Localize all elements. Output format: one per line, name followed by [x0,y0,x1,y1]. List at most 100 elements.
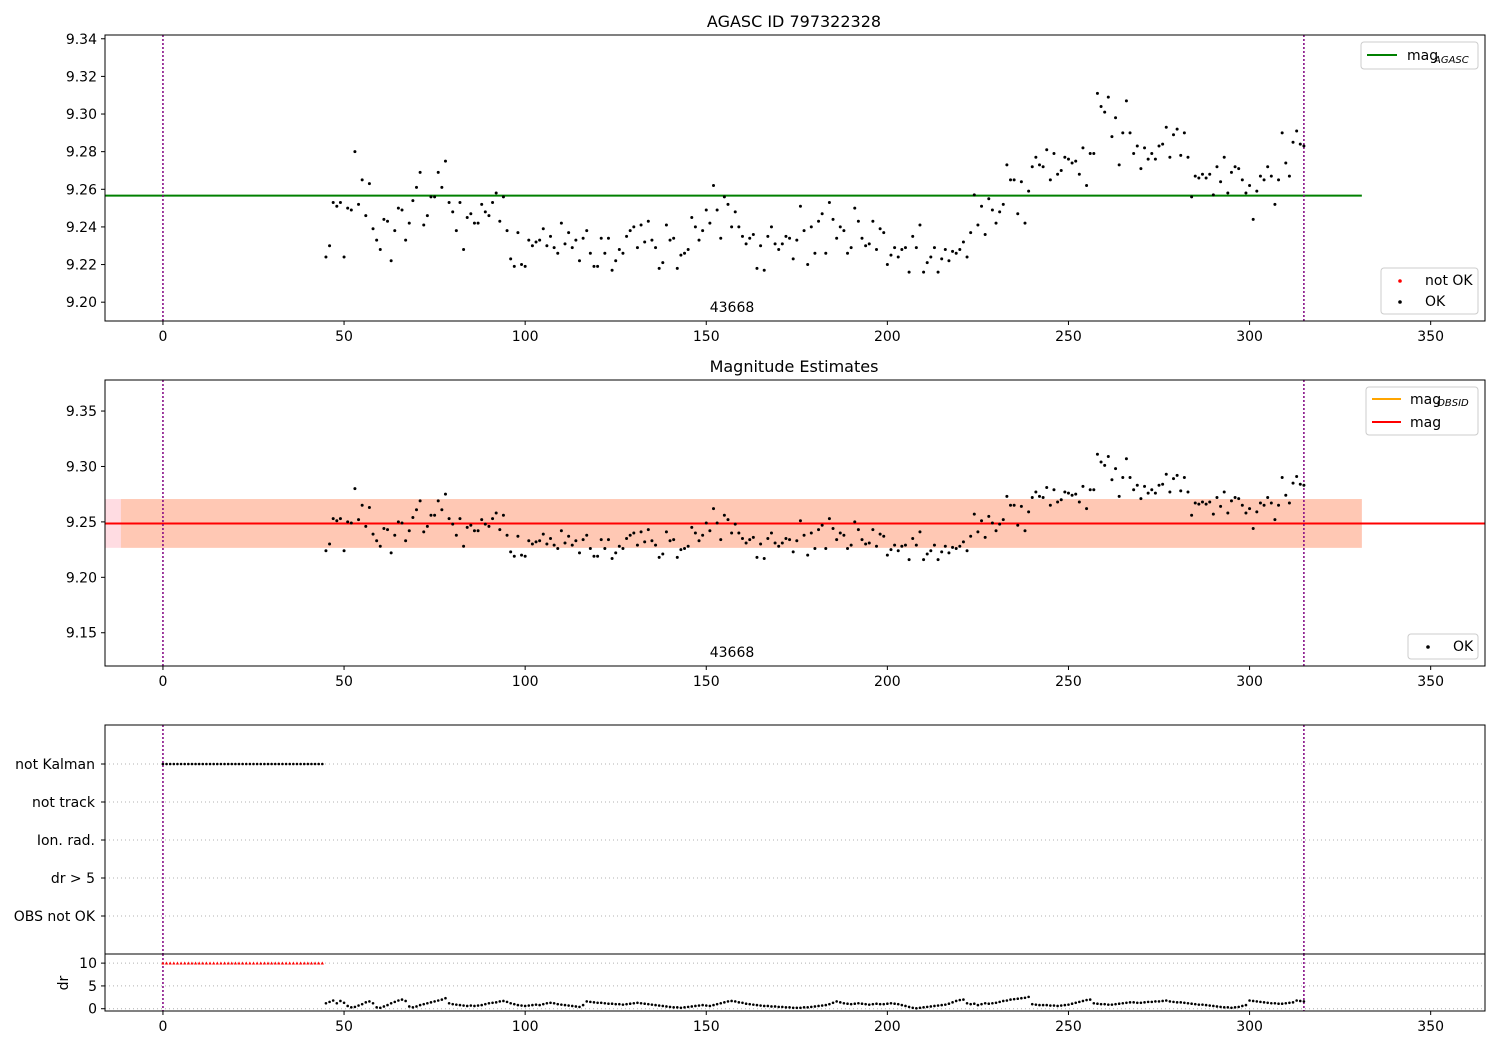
dr-point [570,1004,574,1008]
data-point-ok [690,525,694,529]
dr-point [1273,1001,1277,1005]
x-tick-label: 150 [693,329,720,345]
data-point-ok [1237,167,1241,171]
data-point-ok [335,204,339,208]
data-point-ok [472,529,476,533]
dr-clipped-marker [179,961,183,965]
dr-point [857,1001,860,1005]
data-point-ok [654,543,658,547]
dr-point [415,1005,418,1008]
dr-point [324,1001,328,1005]
flag-point-not-kalman [176,762,179,766]
data-point-ok [632,531,636,535]
dr-clipped-marker [193,961,198,965]
data-point-ok [1255,189,1259,193]
data-point-ok [1172,477,1176,481]
dr-point [556,1002,560,1006]
dr-clipped-marker [313,961,317,965]
dr-point [632,1001,636,1005]
x-tick-label: 300 [1236,1019,1263,1035]
dr-point [418,1003,422,1007]
data-point-ok [516,534,520,538]
data-point-ok [407,529,411,533]
flag-point-not-kalman [255,762,259,766]
data-point-ok [1139,167,1143,171]
dr-point [455,1003,458,1006]
data-point-ok [422,530,426,534]
data-point-ok [1240,503,1244,507]
data-point-ok [769,531,773,535]
dr-point [969,1002,972,1006]
data-point-ok [418,499,422,503]
data-point-ok [918,223,922,227]
data-point-ok [574,539,578,543]
dr-point [429,1001,433,1004]
data-point-ok [635,246,639,250]
y-tick-label: 9.25 [66,515,97,531]
data-point-ok [588,251,592,255]
dr-clipped-marker [262,961,266,965]
data-point-ok [838,225,842,229]
flag-point-not-kalman [194,762,197,766]
data-point-ok [1106,95,1110,99]
dr-point [552,1001,556,1005]
data-point-ok [788,538,792,542]
data-point-ok [969,231,973,235]
data-point-ok [1164,472,1168,476]
dr-point [958,998,962,1002]
dr-point [994,1001,998,1005]
data-point-ok [1295,474,1299,478]
data-point-ok [1150,488,1154,492]
flag-point-not-kalman [306,762,310,766]
flag-point-not-kalman [277,762,281,766]
dr-point [991,1001,994,1005]
dr-point [878,1002,882,1006]
data-point-ok [914,543,918,547]
dr-point [371,1001,375,1005]
data-point-ok [567,231,571,235]
data-point-ok [896,549,900,553]
x-tick-label: 100 [512,1019,539,1035]
data-point-ok [393,229,397,233]
x-tick-label: 250 [1055,1019,1082,1035]
data-point-ok [639,530,643,534]
dr-point [933,1004,936,1008]
flag-point-not-kalman [165,762,168,766]
dr-point [748,1002,752,1006]
dr-point [484,1002,487,1006]
data-point-ok [1229,170,1233,174]
x-tick-label: 250 [1055,674,1082,690]
dr-point [962,998,965,1001]
dr-point [1143,1001,1146,1004]
data-point-ok [520,263,524,267]
data-point-ok [527,539,531,543]
dr-point [893,1002,896,1006]
data-point-ok [896,255,900,259]
dr-point [563,1003,567,1007]
flag-point-not-kalman [263,762,266,766]
data-point-ok [737,531,741,535]
data-point-ok [1034,155,1038,159]
dr-point [618,1002,621,1006]
data-point-ok [650,539,654,543]
dr-point [809,1005,813,1009]
data-point-ok [462,544,466,548]
data-point-ok [353,487,357,491]
dr-point [940,1003,943,1007]
data-point-ok [777,544,781,548]
data-point-ok [690,216,694,220]
dr-point [976,1003,980,1007]
data-point-ok [980,204,984,208]
dr-point [788,1006,791,1009]
data-point-ok [1124,99,1128,103]
data-point-ok [1284,493,1288,497]
data-point-ok [856,528,860,532]
dr-clipped-marker [219,961,223,965]
dr-point [777,1005,781,1009]
data-point-ok [632,225,636,229]
data-point-ok [436,170,440,174]
data-point-ok [346,206,350,210]
dr-point [509,1001,512,1005]
data-point-ok [335,519,339,523]
dr-point [1179,1001,1183,1004]
